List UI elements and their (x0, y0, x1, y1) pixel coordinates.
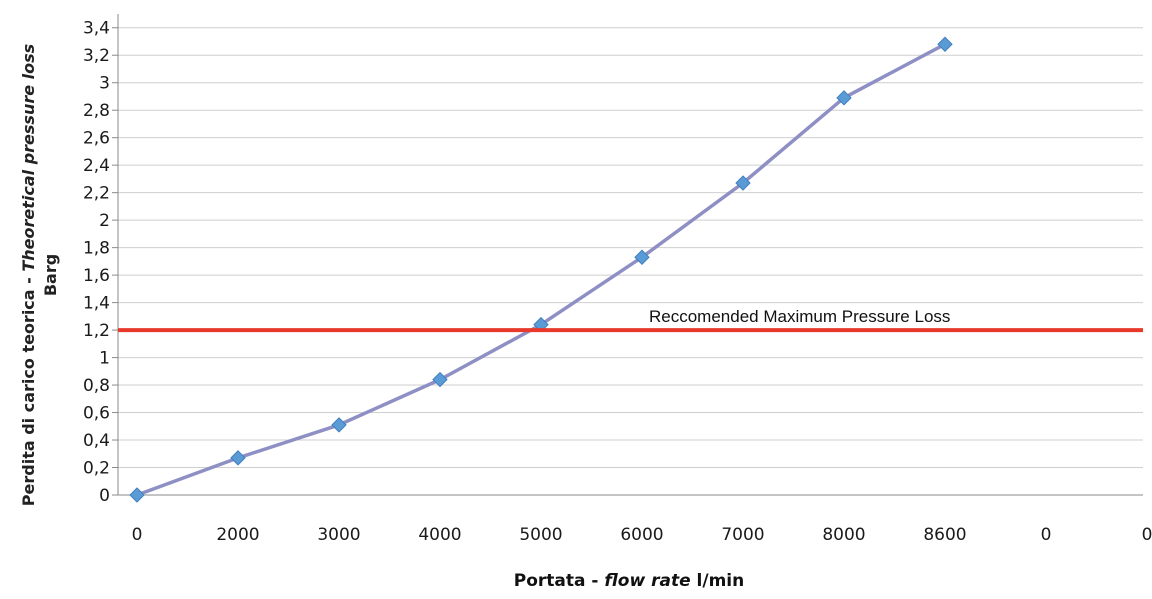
x-axis-label: Portata - flow rate l/min (514, 571, 744, 591)
series-group (129, 36, 953, 503)
y-tick-label: 1,6 (83, 266, 110, 286)
x-tick-label: 0 (132, 525, 143, 545)
data-point-marker (432, 371, 448, 388)
x-tick-label: 2000 (216, 525, 259, 545)
x-axis-label-text: Portata - (514, 571, 605, 591)
y-tick-label: 3 (99, 74, 110, 94)
gridlines (112, 27, 1143, 496)
reference-line-label: Reccomended Maximum Pressure Loss (649, 307, 950, 326)
y-tick-label: 3,2 (83, 46, 110, 66)
x-tick-label: 0 (1041, 525, 1052, 545)
y-tick-label: 0,8 (83, 376, 110, 396)
x-tick-label: 4000 (418, 525, 461, 545)
x-tick-label: 8600 (923, 525, 966, 545)
x-tick-label: 6000 (620, 525, 663, 545)
data-point-marker (937, 36, 953, 52)
y-tick-label: 3,4 (83, 19, 110, 39)
data-point-marker (735, 175, 751, 191)
y-tick-label: 0,4 (83, 431, 110, 451)
series-line (136, 42, 946, 497)
y-tick-label: 1,2 (83, 321, 110, 341)
x-tick-label: 8000 (822, 525, 865, 545)
y-tick-label: 2,8 (83, 101, 110, 121)
y-tick-label: 2 (99, 211, 110, 231)
data-point-marker (634, 249, 650, 265)
data-point-marker (129, 487, 145, 503)
y-tick-label: 0,6 (83, 404, 110, 424)
y-tick-label: 2,6 (83, 129, 110, 149)
y-tick-label: 1 (99, 349, 110, 369)
x-tick-label: 5000 (519, 525, 562, 545)
y-axis-label: Perdita di carico teorica - Theoretical … (19, 44, 38, 506)
y-axis-label-text: Perdita di carico teorica - (19, 272, 38, 507)
data-point-marker (230, 450, 246, 466)
x-tick-labels: 0 2000 3000 4000 5000 6000 7000 8000 8600 0 0 (132, 525, 1152, 545)
x-tick-label: 0 (1142, 525, 1152, 545)
y-tick-label: 0 (99, 486, 110, 506)
data-point-marker (836, 90, 852, 106)
y-axis-unit-label: Barg (41, 254, 60, 296)
y-tick-labels: 0 0,2 0,4 0,6 0,8 1 1,2 1,4 1,6 1,8 2 2,2 2,4 2,6 2,8 3… (83, 19, 110, 506)
y-tick-label: 1,8 (83, 239, 110, 259)
x-axis-label-unit: l/min (691, 571, 745, 591)
y-axis-label-italic: Theoretical pressure loss (19, 44, 38, 272)
x-tick-label: 7000 (721, 525, 764, 545)
data-point-marker (331, 417, 347, 433)
y-tick-label: 2,4 (83, 156, 110, 176)
y-tick-label: 2,2 (83, 184, 110, 204)
x-tick-label: 3000 (317, 525, 360, 545)
x-axis-label-italic: flow rate (604, 571, 690, 591)
y-tick-label: 1,4 (83, 294, 110, 314)
y-tick-label: 0,2 (83, 459, 110, 479)
